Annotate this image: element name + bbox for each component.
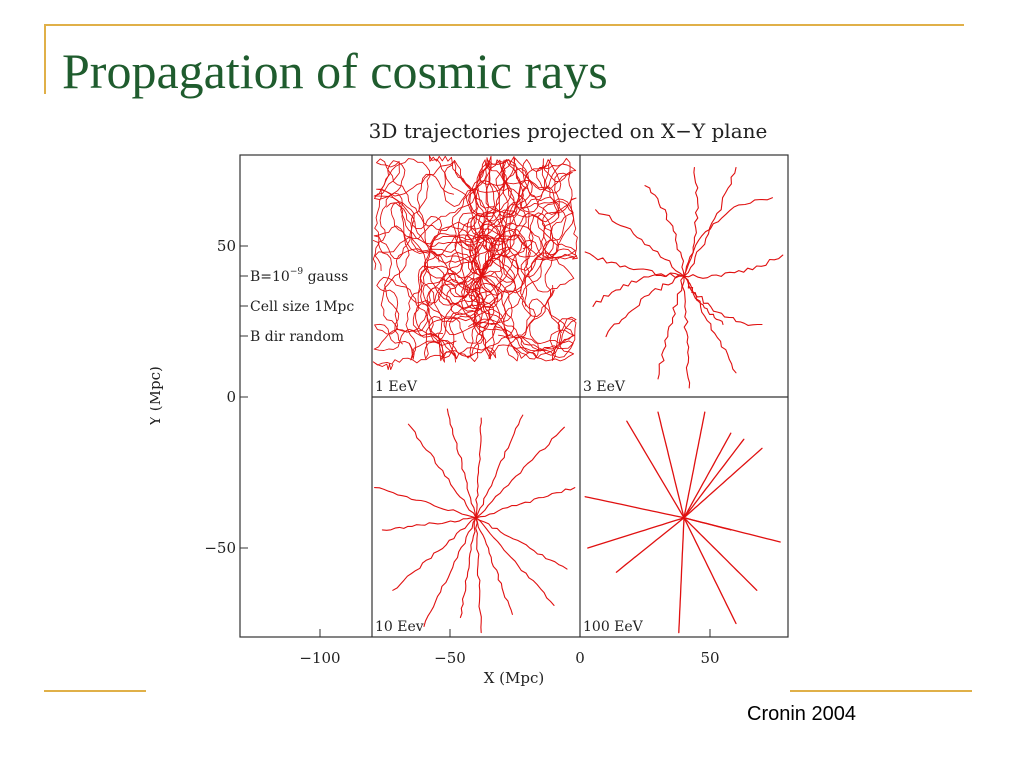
trajectory-3eev bbox=[681, 275, 691, 389]
trajectory-10eev bbox=[475, 517, 482, 634]
trajectory-100eev bbox=[683, 438, 745, 519]
panel-label-1eev: 1 EeV bbox=[375, 379, 418, 395]
axis-ticks bbox=[240, 245, 711, 637]
trajectory-3eev bbox=[584, 251, 685, 278]
plot-frame bbox=[239, 154, 789, 638]
left-accent-rule bbox=[44, 24, 46, 94]
trajectory-10eev bbox=[475, 517, 513, 615]
trajectory-1eev bbox=[419, 266, 483, 363]
trajectory-100eev bbox=[626, 420, 685, 519]
citation: Cronin 2004 bbox=[747, 703, 856, 725]
trajectory-layer bbox=[372, 155, 784, 634]
trajectory-100eev bbox=[683, 411, 706, 519]
trajectory-3eev bbox=[683, 275, 763, 326]
x-tick-label: −50 bbox=[434, 649, 466, 667]
trajectory-10eev bbox=[475, 417, 482, 519]
y-tick-label: 50 bbox=[217, 237, 236, 255]
panel-label-100eev: 100 EeV bbox=[583, 619, 644, 635]
trajectory-10eev bbox=[459, 517, 477, 619]
trajectory-chart: 3D trajectories projected on X−Y plane −… bbox=[146, 119, 789, 687]
panel-label-3eev: 3 EeV bbox=[583, 379, 626, 395]
trajectory-3eev bbox=[683, 275, 724, 326]
trajectory-figure: 3D trajectories projected on X−Y plane −… bbox=[146, 112, 800, 692]
trajectory-10eev bbox=[475, 414, 524, 519]
legend-field-direction: B dir random bbox=[250, 329, 344, 345]
legend-field-strength: B=10−9 gauss bbox=[250, 267, 348, 285]
trajectory-1eev bbox=[464, 158, 577, 277]
legend: B=10−9 gauss Cell size 1Mpc B dir random bbox=[240, 267, 354, 345]
trajectory-1eev bbox=[428, 212, 576, 363]
trajectory-3eev bbox=[683, 166, 699, 277]
trajectory-10eev bbox=[475, 487, 576, 519]
trajectory-1eev bbox=[390, 201, 500, 325]
trajectory-3eev bbox=[644, 185, 685, 277]
legend-cell-size: Cell size 1Mpc bbox=[250, 299, 354, 315]
top-accent-rule bbox=[44, 24, 964, 26]
trajectory-10eev bbox=[392, 517, 477, 591]
x-axis-label: X (Mpc) bbox=[484, 669, 545, 687]
y-tick-label: −50 bbox=[204, 539, 236, 557]
trajectory-10eev bbox=[475, 517, 555, 606]
trajectory-3eev bbox=[605, 275, 685, 338]
chart-title: 3D trajectories projected on X−Y plane bbox=[369, 119, 768, 143]
trajectory-1eev bbox=[443, 157, 512, 277]
trajectory-100eev bbox=[678, 517, 685, 634]
slide-title: Propagation of cosmic rays bbox=[62, 43, 608, 99]
trajectory-1eev bbox=[372, 275, 499, 371]
trajectory-3eev bbox=[657, 275, 685, 380]
bottom-rule-gap bbox=[146, 690, 790, 692]
trajectory-1eev bbox=[428, 155, 515, 327]
trajectory-100eev bbox=[683, 432, 732, 519]
trajectory-1eev bbox=[373, 158, 547, 361]
panel-label-10eev: 10 Eev bbox=[375, 619, 424, 635]
y-tick-label: 0 bbox=[226, 388, 236, 406]
x-tick-label: 0 bbox=[575, 649, 585, 667]
trajectory-1eev bbox=[477, 157, 575, 277]
trajectory-100eev bbox=[657, 411, 685, 519]
trajectory-1eev bbox=[480, 201, 575, 362]
trajectory-3eev bbox=[595, 209, 685, 277]
trajectory-100eev bbox=[683, 447, 763, 519]
x-tick-label: −100 bbox=[299, 649, 340, 667]
trajectory-100eev bbox=[683, 517, 732, 531]
trajectory-1eev bbox=[372, 192, 527, 345]
trajectory-10eev bbox=[446, 408, 477, 519]
trajectory-3eev bbox=[683, 254, 784, 279]
trajectory-10eev bbox=[381, 517, 477, 531]
y-axis-label: Y (Mpc) bbox=[150, 366, 164, 427]
trajectory-10eev bbox=[423, 517, 477, 628]
trajectory-10eev bbox=[475, 517, 568, 570]
trajectory-1eev bbox=[480, 159, 578, 277]
trajectory-100eev bbox=[584, 496, 685, 519]
trajectory-10eev bbox=[407, 423, 477, 519]
trajectory-1eev bbox=[374, 159, 517, 310]
trajectory-100eev bbox=[683, 517, 737, 625]
trajectory-1eev bbox=[417, 173, 482, 306]
trajectory-1eev bbox=[376, 160, 515, 342]
trajectory-1eev bbox=[423, 223, 575, 307]
trajectory-3eev bbox=[592, 272, 685, 307]
trajectory-1eev bbox=[373, 275, 482, 360]
trajectory-10eev bbox=[475, 426, 565, 519]
x-tick-label: 50 bbox=[700, 649, 719, 667]
trajectory-1eev bbox=[474, 275, 574, 362]
trajectory-100eev bbox=[587, 517, 685, 549]
trajectory-100eev bbox=[683, 517, 758, 591]
trajectory-1eev bbox=[412, 265, 513, 362]
trajectory-10eev bbox=[374, 487, 477, 519]
trajectory-3eev bbox=[683, 166, 737, 277]
trajectory-100eev bbox=[615, 517, 685, 573]
